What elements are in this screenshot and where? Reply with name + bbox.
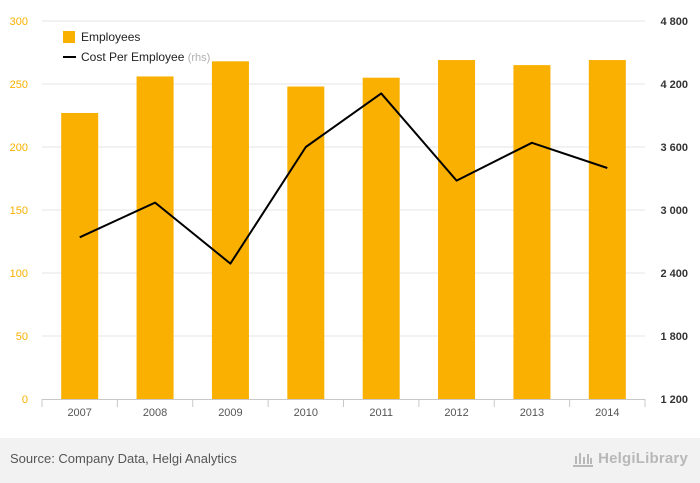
- y-right-tick-label: 2 400: [660, 268, 688, 280]
- x-tick-label: 2010: [294, 407, 318, 419]
- x-tick-label: 2014: [595, 407, 619, 419]
- x-tick-label: 2012: [444, 407, 468, 419]
- combo-chart: 0 1 200 50 1 800 100 2 400 150 3 000 200 3 600 250…: [10, 16, 688, 419]
- bar: [362, 77, 400, 399]
- y-right-tick-label: 4 800: [660, 16, 688, 28]
- footer: Source: Company Data, Helgi Analytics He…: [0, 438, 700, 483]
- source-note: Source: Company Data, Helgi Analytics: [10, 451, 237, 466]
- y-right-tick-label: 4 200: [660, 79, 688, 91]
- y-left-tick-label: 100: [10, 268, 28, 280]
- y-left-tick-label: 0: [22, 394, 28, 406]
- y-left-tick-label: 150: [10, 205, 28, 217]
- y-left-tick-label: 50: [16, 331, 28, 343]
- y-right-tick-label: 1 800: [660, 331, 688, 343]
- x-tick-label: 2011: [369, 407, 393, 419]
- bar: [287, 86, 325, 400]
- y-left-tick-label: 300: [10, 16, 28, 28]
- x-tick-label: 2007: [67, 407, 91, 419]
- x-tick-label: 2008: [143, 407, 167, 419]
- legend-swatch-employees: [63, 31, 75, 43]
- legend-rhs-suffix: (rhs): [188, 52, 211, 64]
- legend-label-employees: Employees: [81, 30, 140, 44]
- bar: [211, 61, 249, 399]
- bar: [61, 112, 99, 399]
- helgi-library-logo[interactable]: HelgiLibrary: [572, 448, 688, 468]
- y-right-tick-label: 3 000: [660, 205, 688, 217]
- y-right-tick-label: 1 200: [660, 394, 688, 406]
- library-building-icon: [572, 448, 594, 468]
- legend-label-cost-per-employee: Cost Per Employee (rhs): [81, 50, 210, 64]
- cost-per-employee-line: [79, 92, 608, 265]
- bar: [588, 60, 626, 400]
- y-left-tick-label: 250: [10, 79, 28, 91]
- bar: [136, 76, 174, 399]
- y-left-tick-label: 200: [10, 142, 28, 154]
- logo-text: HelgiLibrary: [598, 449, 688, 467]
- y-right-tick-label: 3 600: [660, 142, 688, 154]
- x-tick-label: 2013: [520, 407, 544, 419]
- x-tick-label: 2009: [218, 407, 242, 419]
- bar: [513, 65, 551, 399]
- bar: [438, 60, 476, 400]
